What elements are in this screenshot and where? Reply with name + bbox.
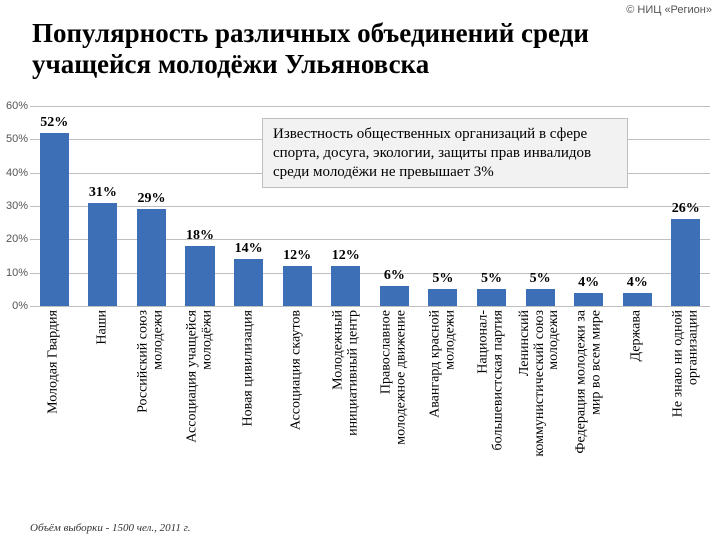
y-axis-tick-label: 0% — [2, 300, 28, 312]
bar — [331, 266, 360, 306]
bar — [137, 209, 166, 306]
bar-value-label: 18% — [176, 228, 225, 246]
x-axis-labels: Молодая Гвардия Наши Российский союзмолоде… — [30, 306, 710, 516]
bar-slot: 18% — [176, 106, 225, 306]
bar — [234, 259, 263, 306]
bar-value-label: 5% — [516, 271, 565, 289]
x-label-slot: Не знаю ни однойорганизации — [662, 306, 711, 516]
x-label-slot: Держава — [613, 306, 662, 516]
x-axis-category-label: Молодая Гвардия — [47, 310, 62, 414]
x-axis-category-label: Российский союзмолодежи — [137, 310, 166, 510]
x-axis-category-label: Национал-большевистская партия — [477, 310, 506, 510]
bar-value-label: 5% — [467, 271, 516, 289]
annotation-text: Известность общественных организаций в с… — [273, 126, 591, 180]
x-label-slot: Молодая Гвардия — [30, 306, 79, 516]
bar-slot: 26% — [662, 106, 711, 306]
x-axis-category-label: Не знаю ни однойорганизации — [671, 310, 700, 510]
y-axis-tick-label: 10% — [2, 267, 28, 279]
x-label-slot: Федерация молодежи замир во всем мире — [564, 306, 613, 516]
bar — [526, 289, 555, 306]
x-label-slot: Новая цивилизация — [224, 306, 273, 516]
y-axis-tick-label: 60% — [2, 100, 28, 112]
bar — [40, 133, 69, 306]
y-axis-tick-label: 30% — [2, 200, 28, 212]
bar-value-label: 6% — [370, 268, 419, 286]
x-axis-category-label: Авангард красноймолодежи — [428, 310, 457, 510]
x-label-slot: Наши — [79, 306, 128, 516]
y-axis-tick-label: 40% — [2, 167, 28, 179]
bar-value-label: 31% — [79, 185, 128, 203]
x-label-slot: Авангард красноймолодежи — [419, 306, 468, 516]
footnote-text: Объём выборки - 1500 чел., 2011 г. — [30, 522, 190, 534]
x-axis-category-label: Федерация молодежи замир во всем мире — [574, 310, 603, 510]
annotation-box: Известность общественных организаций в с… — [262, 118, 628, 188]
x-axis-category-label: Ассоциация учащейсямолодёжи — [185, 310, 214, 510]
x-axis-category-label: Православноемолодежное движение — [380, 310, 409, 510]
x-label-slot: Ленинскийкоммунистический союзмолодежи — [516, 306, 565, 516]
bar — [623, 293, 652, 306]
y-axis-tick-label: 50% — [2, 133, 28, 145]
bar-slot: 52% — [30, 106, 79, 306]
bar — [88, 203, 117, 306]
x-axis-category-label: Новая цивилизация — [241, 310, 256, 426]
x-label-slot: Ассоциация скаутов — [273, 306, 322, 516]
x-axis-category-label: Ленинскийкоммунистический союзмолодежи — [518, 310, 562, 510]
chart-title: Популярность различных объединений среди… — [32, 18, 690, 80]
bar — [671, 219, 700, 306]
bar-value-label: 4% — [564, 275, 613, 293]
bar — [185, 246, 214, 306]
bar-value-label: 5% — [419, 271, 468, 289]
bar-value-label: 26% — [662, 201, 711, 219]
bar-value-label: 52% — [30, 115, 79, 133]
bar — [380, 286, 409, 306]
bar — [574, 293, 603, 306]
x-label-slot: Ассоциация учащейсямолодёжи — [176, 306, 225, 516]
bar — [477, 289, 506, 306]
bar-value-label: 14% — [224, 241, 273, 259]
x-label-slot: Православноемолодежное движение — [370, 306, 419, 516]
x-label-slot: Российский союзмолодежи — [127, 306, 176, 516]
x-axis-category-label: Держава — [630, 310, 645, 361]
bar-value-label: 12% — [321, 248, 370, 266]
bar-value-label: 29% — [127, 191, 176, 209]
bar-slot: 31% — [79, 106, 128, 306]
copyright-text: © НИЦ «Регион» — [626, 4, 712, 16]
x-axis-category-label: Молодежныйинициативный центр — [331, 310, 360, 510]
bar-value-label: 12% — [273, 248, 322, 266]
bar-slot: 29% — [127, 106, 176, 306]
x-label-slot: Национал-большевистская партия — [467, 306, 516, 516]
x-label-slot: Молодежныйинициативный центр — [321, 306, 370, 516]
x-axis-category-label: Наши — [96, 310, 111, 345]
x-axis-category-label: Ассоциация скаутов — [290, 310, 305, 430]
y-axis-tick-label: 20% — [2, 233, 28, 245]
bar — [428, 289, 457, 306]
bar — [283, 266, 312, 306]
bar-value-label: 4% — [613, 275, 662, 293]
